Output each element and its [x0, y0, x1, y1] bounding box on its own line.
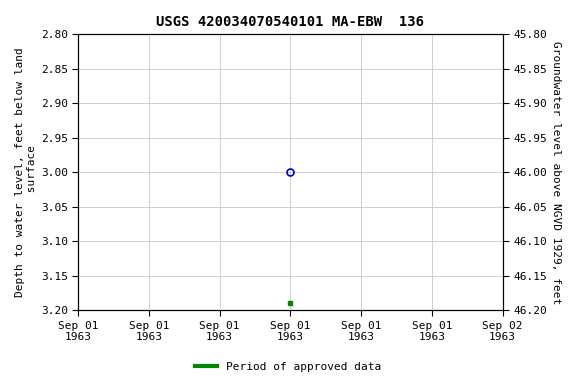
Y-axis label: Depth to water level, feet below land
 surface: Depth to water level, feet below land su…	[15, 47, 37, 297]
Legend: Period of approved data: Period of approved data	[191, 358, 385, 377]
Y-axis label: Groundwater level above NGVD 1929, feet: Groundwater level above NGVD 1929, feet	[551, 41, 561, 304]
Title: USGS 420034070540101 MA-EBW  136: USGS 420034070540101 MA-EBW 136	[157, 15, 425, 29]
